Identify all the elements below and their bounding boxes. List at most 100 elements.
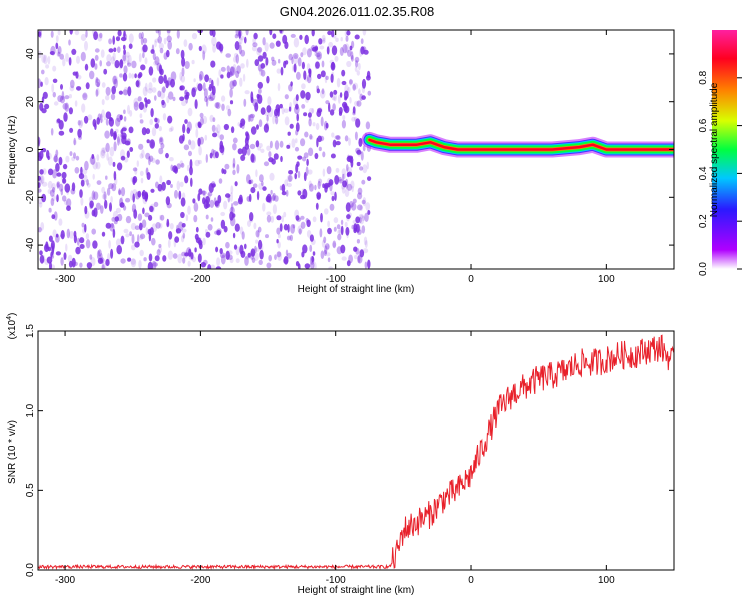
noise-blob [167,115,173,124]
noise-blob [258,88,262,94]
noise-blob [134,241,140,248]
noise-blob [197,137,201,147]
noise-blob [154,95,157,101]
noise-blob [105,111,112,119]
noise-blob [112,52,116,62]
noise-blob [258,119,263,128]
noise-blob [92,30,96,37]
noise-blob [204,74,210,83]
noise-blob [122,52,127,62]
noise-blob [319,45,325,50]
colorbar-ticks: 0.0 0.2 0.4 0.6 0.8 [698,70,742,276]
noise-blob [295,122,300,132]
noise-blob [85,30,88,38]
noise-blob [205,214,209,220]
noise-blob [358,217,362,224]
noise-blob [184,175,189,184]
noise-blob [239,77,243,87]
noise-blob [138,32,142,40]
noise-blob [262,186,267,191]
noise-blob [169,157,174,162]
noise-blob [106,187,111,196]
noise-blob [154,40,157,48]
x-tick-label: 0 [468,575,474,586]
noise-blob [149,119,153,125]
noise-blob [52,229,57,238]
noise-blob [351,40,355,49]
noise-blob [292,53,299,59]
noise-blob [148,156,151,166]
noise-blob [104,130,110,139]
noise-blob [48,207,52,213]
noise-blob [188,150,192,157]
noise-blob [359,205,363,212]
noise-blob [321,60,325,68]
noise-blob [334,55,339,62]
noise-blob [119,202,125,208]
noise-blob [253,252,259,261]
noise-blob [148,232,152,242]
noise-blob [117,46,121,53]
noise-blob [110,56,115,65]
noise-blob [341,69,346,77]
noise-blob [345,226,350,236]
noise-blob [198,145,202,156]
noise-blob [100,49,105,58]
noise-blob [266,211,272,216]
noise-blob [300,52,304,58]
noise-blob [218,69,222,77]
noise-blob [232,63,237,73]
noise-blob [301,104,306,109]
noise-blob [283,223,289,231]
noise-blob [76,237,80,246]
noise-blob [100,205,104,214]
noise-blob [120,129,124,135]
noise-blob [166,218,170,228]
noise-blob [342,44,348,54]
noise-blob [325,75,329,80]
noise-blob [358,62,361,71]
noise-blob [44,77,49,86]
noise-blob [356,70,360,76]
noise-blob [105,142,110,153]
noise-blob [137,213,143,221]
noise-blob [146,139,150,144]
noise-blob [204,134,208,141]
noise-blob [308,183,314,192]
noise-blob [128,43,133,49]
noise-blob [190,140,196,150]
colorbar-label: Normalized spectral amplitude [709,82,720,217]
noise-blob [284,179,289,187]
noise-blob [350,55,354,62]
noise-blob [184,252,189,257]
noise-blob [359,48,363,57]
noise-blob [111,217,116,222]
noise-blob [141,149,145,159]
noise-blob [309,244,313,252]
noise-blob [74,167,80,174]
noise-blob [317,107,323,115]
noise-blob [260,69,266,77]
noise-blob [80,51,86,62]
noise-blob [150,49,155,54]
noise-blob [331,71,335,79]
noise-blob [138,143,144,150]
noise-blob [41,108,47,114]
noise-blob [335,135,341,141]
noise-blob [366,161,369,170]
noise-blob [233,79,237,87]
noise-blob [141,219,147,228]
noise-blob [112,228,116,238]
noise-blob [335,141,341,146]
noise-blob [202,115,208,125]
noise-blob [228,71,233,78]
noise-blob [166,221,170,228]
noise-blob [192,198,196,204]
noise-blob [316,88,320,94]
noise-blob [237,197,243,205]
noise-blob [138,222,143,231]
noise-blob [73,152,76,159]
noise-blob [69,127,74,133]
noise-blob [120,235,125,245]
colorbar-tick-label: 0.2 [698,214,709,228]
